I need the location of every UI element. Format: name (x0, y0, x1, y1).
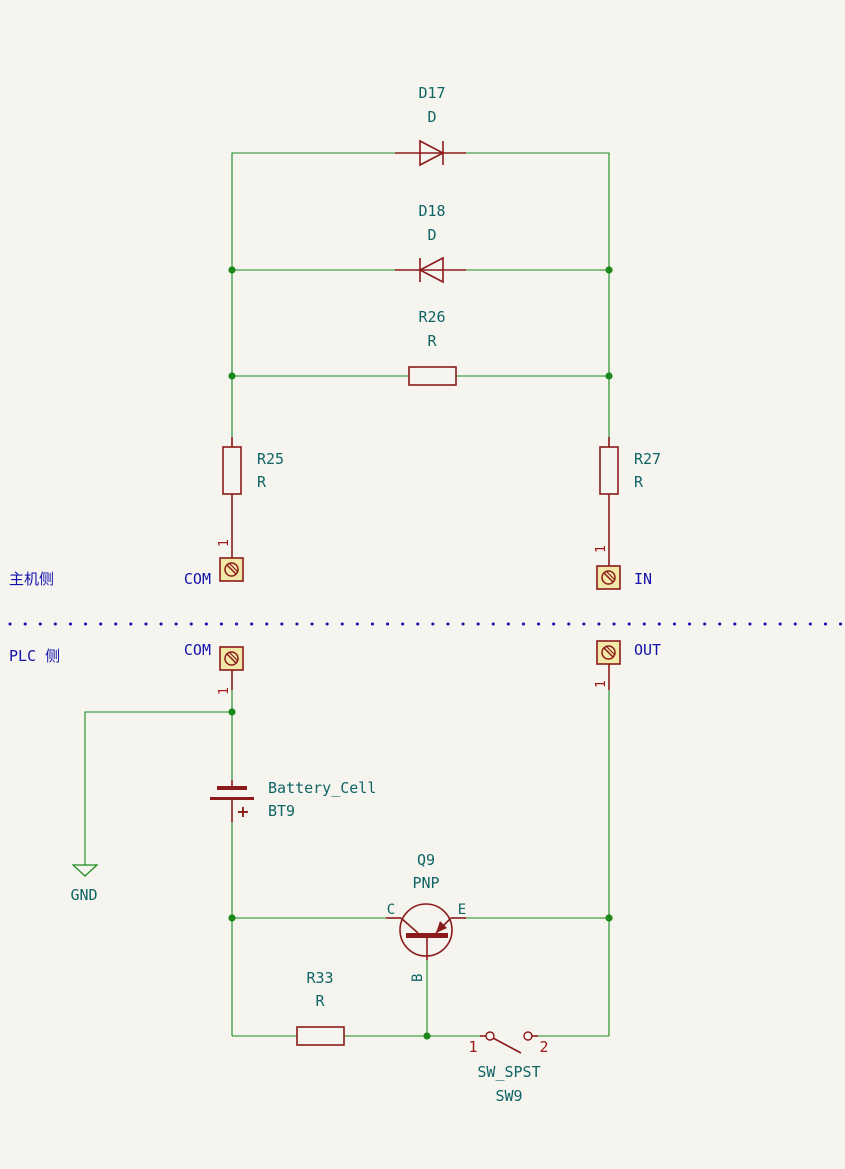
q9-pin-b: B (410, 974, 426, 982)
sw9-ref: SW9 (495, 1087, 522, 1105)
plc-side-label: PLC 侧 (9, 647, 60, 665)
q9-value: PNP (412, 874, 439, 892)
resistor-r27[interactable]: R27 R (599, 437, 661, 558)
bt9-polarity: + (236, 802, 249, 821)
diode-d18[interactable]: D18 D (395, 202, 466, 284)
wire-d17-left (231, 152, 395, 270)
d17-value: D (427, 108, 436, 126)
switch-sw9[interactable]: 1 2 SW_SPST SW9 (468, 1031, 549, 1105)
junction-dot (605, 372, 613, 380)
wires (84, 152, 610, 1037)
diode-d17[interactable]: D17 D (395, 84, 466, 167)
sw9-pin2: 2 (539, 1038, 548, 1056)
r25-ref: R25 (257, 450, 284, 468)
bt9-ref: BT9 (268, 802, 295, 820)
wire-d17-right (466, 152, 610, 270)
r33-ref: R33 (306, 969, 333, 987)
sw9-value: SW_SPST (477, 1063, 540, 1081)
r26-ref: R26 (418, 308, 445, 326)
host-com-label: COM (184, 570, 211, 588)
plc-com-pin: 1 (217, 687, 232, 695)
q9-pin-c: C (387, 902, 395, 918)
junction-dot (423, 1032, 431, 1040)
host-in-label: IN (634, 570, 652, 588)
q9-ref: Q9 (417, 851, 435, 869)
junction-dot (605, 266, 613, 274)
r27-ref: R27 (634, 450, 661, 468)
r25-value: R (257, 473, 267, 491)
junction-dot (228, 266, 236, 274)
bt9-value: Battery_Cell (268, 779, 376, 797)
wire-gnd (84, 711, 232, 865)
host-in-pin: 1 (594, 545, 609, 553)
gnd-label: GND (70, 886, 97, 904)
plc-out-label: OUT (634, 641, 661, 659)
connector-host-in[interactable]: 1 IN (594, 545, 652, 590)
battery-bt9[interactable]: + Battery_Cell BT9 (210, 779, 376, 822)
host-side-label: 主机侧 (9, 570, 54, 588)
transistor-q9[interactable]: Q9 PNP C E B (386, 851, 466, 982)
q9-pin-e: E (458, 902, 466, 918)
connector-host-com[interactable]: 1 COM (184, 539, 244, 588)
connector-plc-out[interactable]: 1 OUT (594, 640, 661, 690)
junction-dot (228, 914, 236, 922)
junction-dot (228, 372, 236, 380)
d18-ref: D18 (418, 202, 445, 220)
resistor-r33[interactable]: R33 R (296, 969, 345, 1046)
sw9-pin1: 1 (468, 1038, 477, 1056)
junctions (228, 266, 613, 1040)
junction-dot (228, 708, 236, 716)
r26-value: R (427, 332, 437, 350)
plc-com-label: COM (184, 641, 211, 659)
d18-value: D (427, 226, 436, 244)
r33-value: R (315, 992, 325, 1010)
resistor-r25[interactable]: R25 R (222, 437, 284, 558)
host-com-pin: 1 (217, 539, 232, 547)
junction-dot (605, 914, 613, 922)
plc-out-pin: 1 (594, 680, 609, 688)
resistor-r26[interactable]: R26 R (408, 308, 457, 386)
d17-ref: D17 (418, 84, 445, 102)
connector-plc-com[interactable]: 1 COM (184, 641, 244, 695)
r27-value: R (634, 473, 644, 491)
gnd-symbol[interactable]: GND (70, 864, 99, 904)
